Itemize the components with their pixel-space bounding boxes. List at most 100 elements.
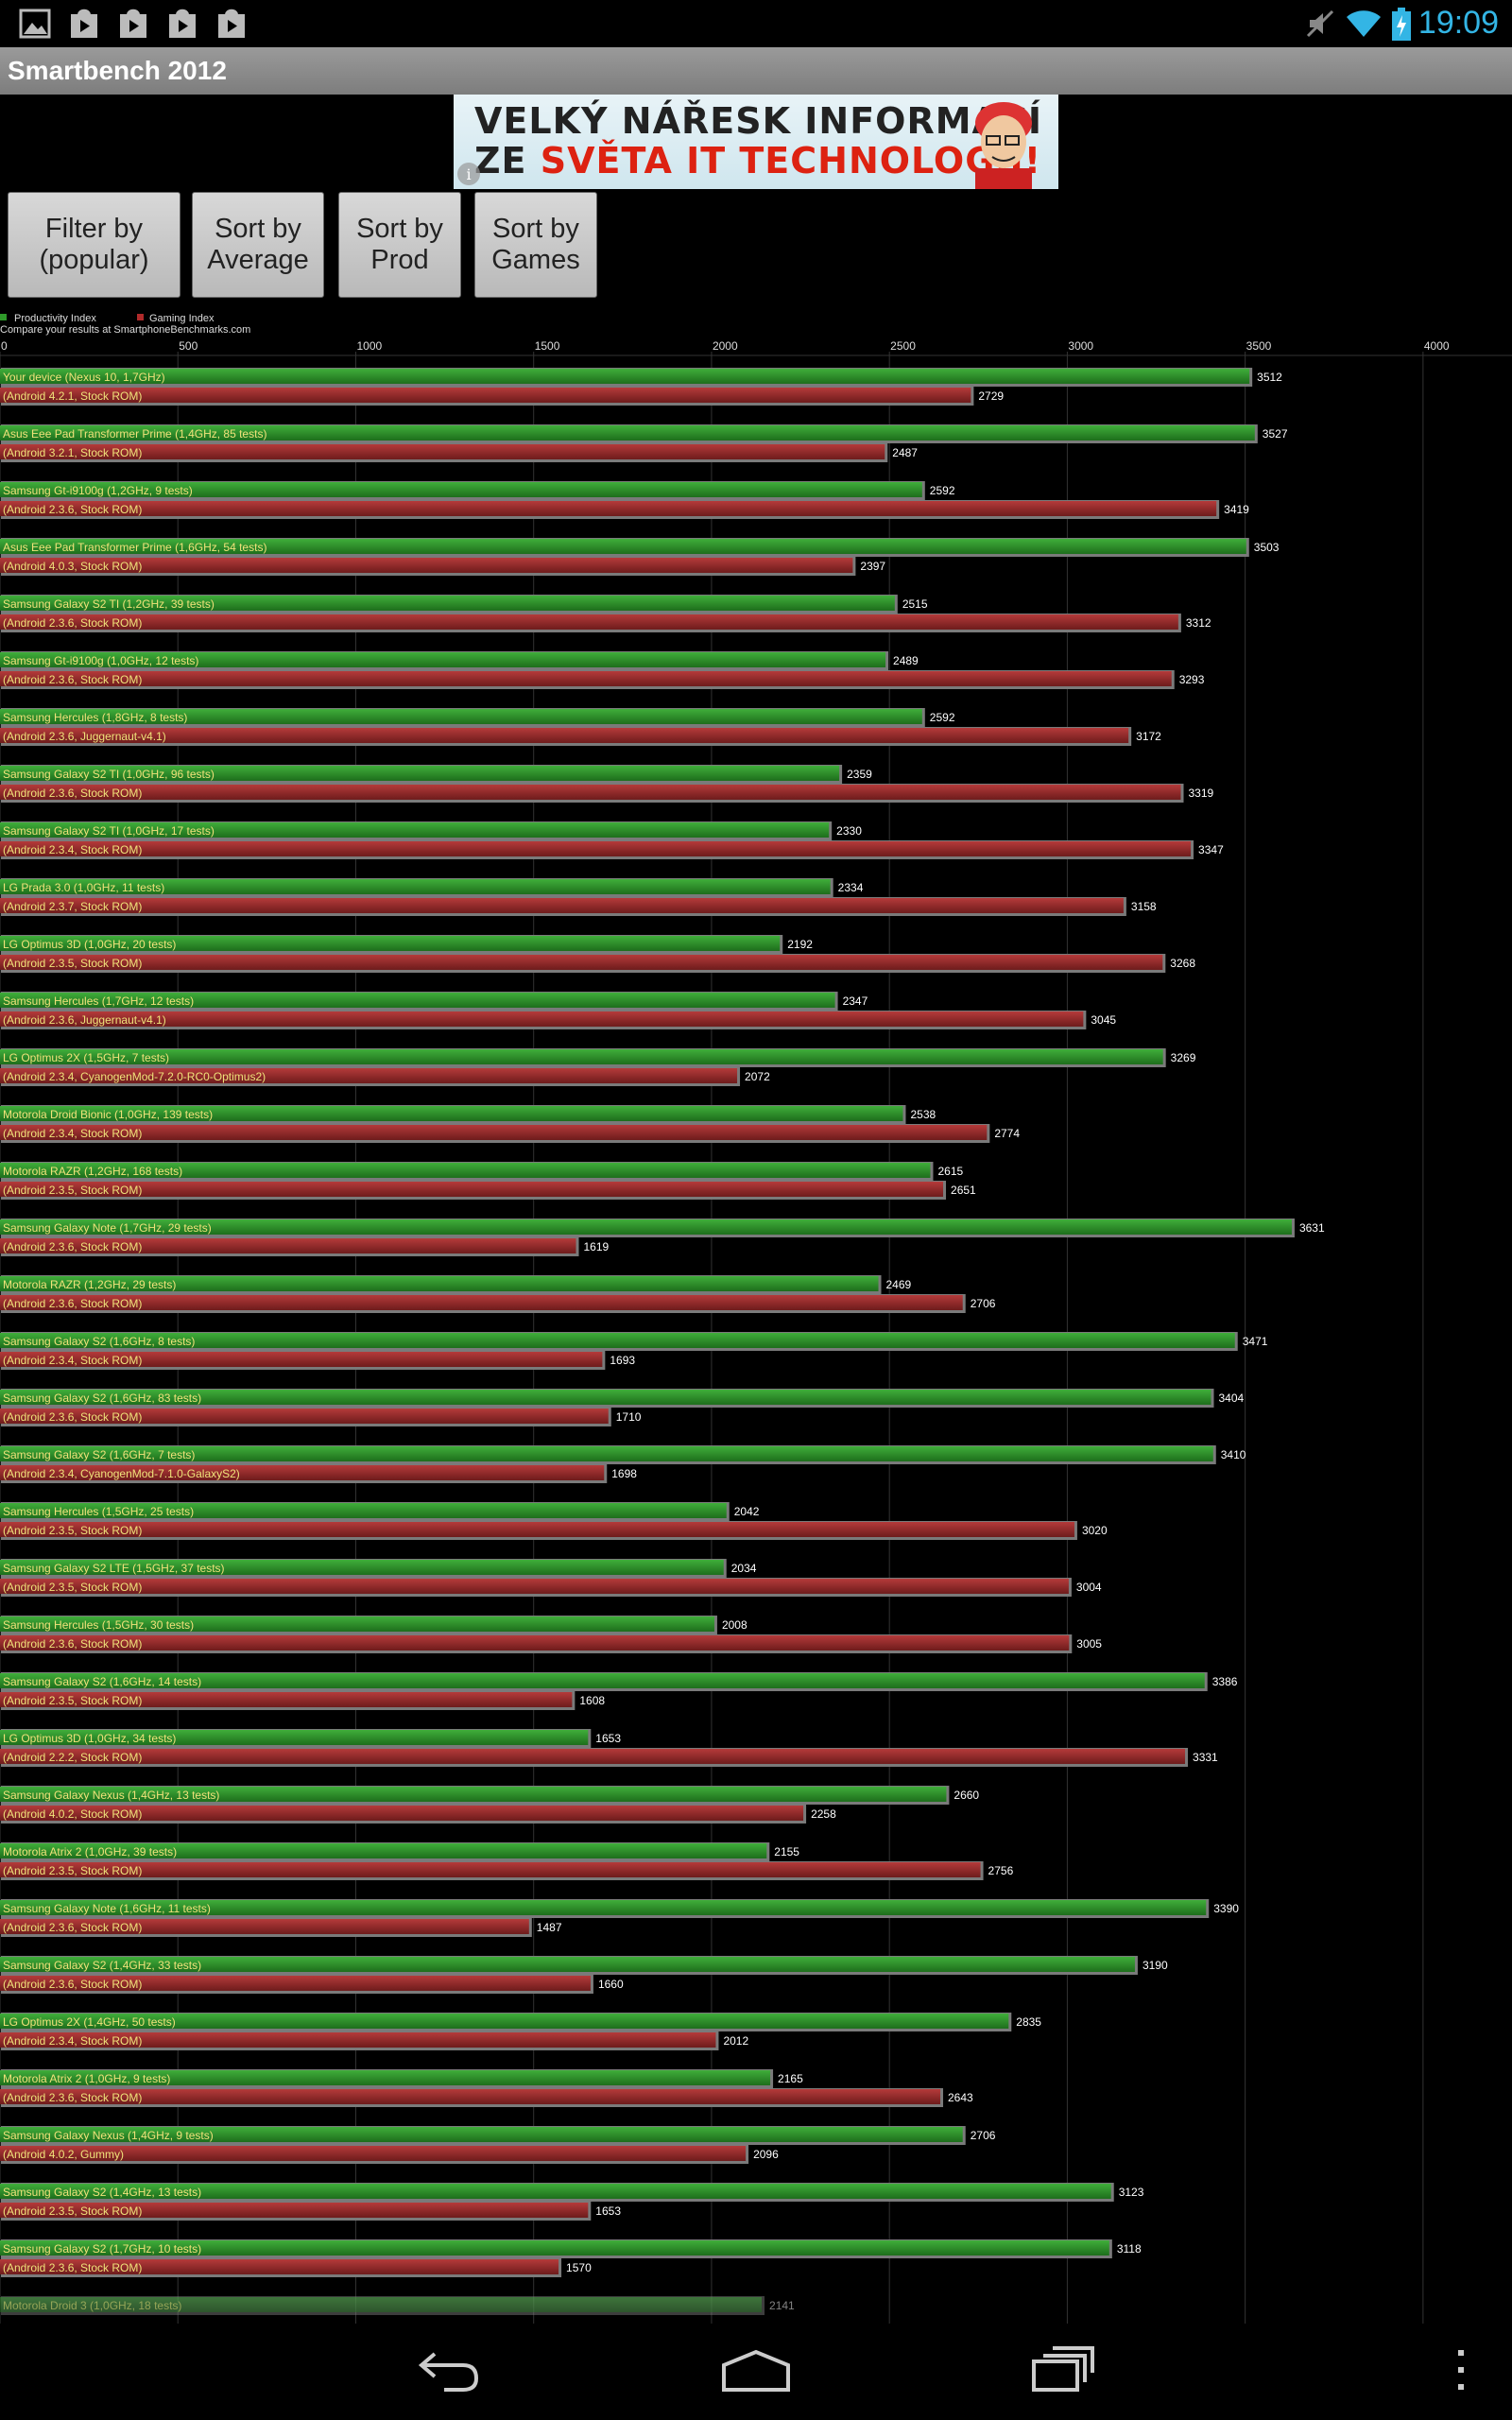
device-label: Samsung Hercules (1,5GHz, 25 tests) xyxy=(3,1505,194,1518)
gaming-value: 2706 xyxy=(971,1297,996,1310)
rom-label: (Android 4.0.2, Gummy) xyxy=(3,2148,124,2161)
device-label: Samsung Galaxy Nexus (1,4GHz, 13 tests) xyxy=(3,1789,219,1802)
bar-productivity xyxy=(0,1106,903,1121)
bar-gaming xyxy=(0,1295,963,1310)
sort-average-button[interactable]: Sort by Average xyxy=(192,192,324,298)
bar-gaming xyxy=(0,2203,589,2218)
rom-label: (Android 2.3.4, Stock ROM) xyxy=(3,1127,142,1140)
sort-prod-button[interactable]: Sort by Prod xyxy=(338,192,461,298)
play-store-icon xyxy=(218,9,245,38)
productivity-value: 3269 xyxy=(1171,1051,1196,1064)
bar-gaming xyxy=(0,1352,603,1367)
page-title: Smartbench 2012 xyxy=(8,56,227,85)
productivity-value: 3503 xyxy=(1254,541,1280,554)
x-tick-label: 2500 xyxy=(890,339,916,353)
device-label: Motorola Atrix 2 (1,0GHz, 9 tests) xyxy=(3,2072,170,2085)
device-label: Samsung Galaxy S2 TI (1,2GHz, 39 tests) xyxy=(3,597,215,611)
recent-apps-icon[interactable] xyxy=(1030,2344,1096,2394)
legend-productivity: Productivity Index xyxy=(14,313,96,324)
device-label: Samsung Hercules (1,5GHz, 30 tests) xyxy=(3,1618,194,1632)
legend-gaming: Gaming Index xyxy=(149,313,215,324)
device-label: Samsung Galaxy S2 (1,4GHz, 13 tests) xyxy=(3,2186,201,2199)
gaming-value: 2487 xyxy=(892,446,918,459)
bar-productivity xyxy=(0,2070,771,2085)
bar-gaming xyxy=(0,1238,576,1253)
menu-overflow-icon[interactable] xyxy=(1453,2346,1469,2394)
productivity-value: 3512 xyxy=(1257,371,1282,384)
bar-gaming xyxy=(0,614,1178,630)
gaming-value: 2729 xyxy=(978,389,1004,403)
productivity-value: 2042 xyxy=(734,1505,760,1518)
filter-button[interactable]: Filter by (popular) xyxy=(8,192,180,298)
bar-productivity xyxy=(0,936,781,951)
rom-label: (Android 2.3.6, Stock ROM) xyxy=(3,1410,142,1424)
rom-label: (Android 2.3.6, Stock ROM) xyxy=(3,1240,142,1253)
title-bar: Smartbench 2012 xyxy=(0,47,1512,95)
productivity-value: 2141 xyxy=(769,2299,795,2312)
device-label: Asus Eee Pad Transformer Prime (1,4GHz, … xyxy=(3,427,266,441)
bar-gaming xyxy=(0,1068,738,1083)
bar-productivity xyxy=(0,1957,1135,1972)
productivity-value: 2592 xyxy=(930,484,955,497)
rom-label: (Android 2.3.6, Stock ROM) xyxy=(3,1637,142,1651)
gaming-value: 1570 xyxy=(566,2261,592,2274)
rom-label: (Android 2.3.5, Stock ROM) xyxy=(3,1524,142,1537)
device-label: Samsung Hercules (1,8GHz, 8 tests) xyxy=(3,711,187,724)
device-label: Motorola RAZR (1,2GHz, 168 tests) xyxy=(3,1165,182,1178)
productivity-value: 2347 xyxy=(843,994,868,1008)
gaming-value: 2774 xyxy=(994,1127,1020,1140)
gaming-value: 2012 xyxy=(723,2034,748,2048)
gaming-value: 3005 xyxy=(1076,1637,1102,1651)
bar-gaming xyxy=(0,2089,941,2104)
home-icon[interactable] xyxy=(720,2348,792,2394)
gaming-value: 3004 xyxy=(1076,1581,1102,1594)
device-label: Samsung Galaxy S2 TI (1,0GHz, 17 tests) xyxy=(3,824,215,838)
productivity-value: 1653 xyxy=(595,1732,621,1745)
productivity-value: 3404 xyxy=(1219,1392,1245,1405)
x-tick-label: 4000 xyxy=(1424,339,1450,353)
bar-productivity xyxy=(0,539,1246,554)
ad-banner[interactable]: VELKÝ NÁŘESK INFORMACÍ ZE SVĚTA IT TECHN… xyxy=(454,95,1058,189)
ad-subline: ZE SVĚTA IT TECHNOLOGIÍ! xyxy=(474,140,1041,182)
bar-productivity xyxy=(0,1900,1207,1915)
gaming-value: 1693 xyxy=(610,1354,635,1367)
rom-label: (Android 2.3.6, Stock ROM) xyxy=(3,503,142,516)
x-tick-label: 1500 xyxy=(535,339,560,353)
ad-info-icon[interactable]: i xyxy=(455,161,482,187)
gaming-value: 1710 xyxy=(616,1410,642,1424)
gaming-value: 2651 xyxy=(951,1184,976,1197)
rom-label: (Android 2.3.4, Stock ROM) xyxy=(3,2034,142,2048)
productivity-value: 2165 xyxy=(778,2072,803,2085)
rom-label: (Android 2.3.4, Stock ROM) xyxy=(3,1354,142,1367)
gaming-value: 1487 xyxy=(537,1921,562,1934)
chart-subtitle: Compare your results at SmartphoneBenchm… xyxy=(0,324,250,336)
gaming-value: 2072 xyxy=(745,1070,770,1083)
gaming-value: 3020 xyxy=(1082,1524,1108,1537)
rom-label: (Android 4.0.3, Stock ROM) xyxy=(3,560,142,573)
rom-label: (Android 2.3.6, Stock ROM) xyxy=(3,616,142,630)
sort-games-button[interactable]: Sort by Games xyxy=(474,192,597,298)
rom-label: (Android 2.3.7, Stock ROM) xyxy=(3,900,142,913)
productivity-value: 2515 xyxy=(902,597,928,611)
gaming-value: 1608 xyxy=(579,1694,605,1707)
rom-label: (Android 2.3.6, Stock ROM) xyxy=(3,1921,142,1934)
back-icon[interactable] xyxy=(416,2348,482,2394)
svg-text:i: i xyxy=(466,165,471,183)
bar-productivity xyxy=(0,425,1255,441)
rom-label: (Android 2.3.4, CyanogenMod-7.1.0-Galaxy… xyxy=(3,1467,240,1480)
productivity-value: 2192 xyxy=(787,938,813,951)
productivity-value: 3471 xyxy=(1243,1335,1268,1348)
bar-productivity xyxy=(0,766,840,781)
productivity-value: 2615 xyxy=(937,1165,963,1178)
productivity-value: 2489 xyxy=(893,654,919,667)
gaming-value: 3172 xyxy=(1136,730,1161,743)
productivity-value: 3527 xyxy=(1263,427,1288,441)
productivity-value: 2706 xyxy=(971,2129,996,2142)
clock: 19:09 xyxy=(1418,5,1499,41)
bar-gaming xyxy=(0,1919,529,1934)
rom-label: (Android 2.3.5, Stock ROM) xyxy=(3,1184,142,1197)
bar-productivity xyxy=(0,1219,1292,1235)
ad-subline-prefix: ZE xyxy=(474,140,541,182)
gaming-value: 3312 xyxy=(1186,616,1211,630)
rom-label: (Android 2.3.6, Stock ROM) xyxy=(3,786,142,800)
